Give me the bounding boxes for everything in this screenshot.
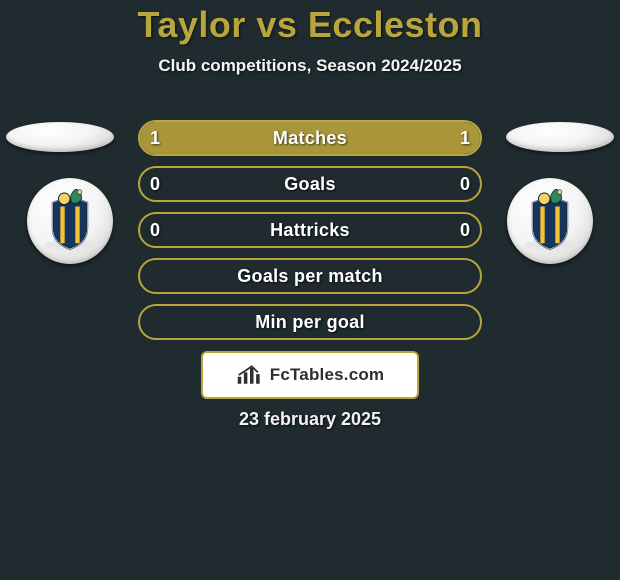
stat-value-left: 1 bbox=[150, 120, 184, 156]
logo-text: FcTables.com bbox=[270, 365, 385, 385]
stat-label: Hattricks bbox=[138, 212, 482, 248]
stat-row: Min per goal bbox=[138, 304, 482, 340]
snapshot-date: 23 february 2025 bbox=[0, 409, 620, 430]
club-crest-left bbox=[27, 178, 113, 264]
stat-label: Goals bbox=[138, 166, 482, 202]
stat-row: Hattricks0 0 bbox=[138, 212, 482, 248]
fctables-logo-link[interactable]: FcTables.com bbox=[201, 351, 419, 399]
stat-row: Goals per match bbox=[138, 258, 482, 294]
page-title: Taylor vs Eccleston bbox=[0, 4, 620, 46]
stat-value-right: 0 bbox=[436, 212, 470, 248]
stat-row: Goals0 0 bbox=[138, 166, 482, 202]
stat-label: Matches bbox=[138, 120, 482, 156]
stat-label: Goals per match bbox=[138, 258, 482, 294]
stat-value-left: 0 bbox=[150, 212, 184, 248]
stat-label: Min per goal bbox=[138, 304, 482, 340]
player-right-avatar-placeholder bbox=[506, 122, 614, 152]
subtitle: Club competitions, Season 2024/2025 bbox=[0, 56, 620, 76]
stat-value-right: 0 bbox=[436, 166, 470, 202]
stat-value-left: 0 bbox=[150, 166, 184, 202]
stat-bars: Matches11Goals00Hattricks00Goals per mat… bbox=[138, 120, 482, 350]
stat-row: Matches1 1 bbox=[138, 120, 482, 156]
bar-chart-icon bbox=[236, 364, 264, 386]
player-left-avatar-placeholder bbox=[6, 122, 114, 152]
comparison-card: Taylor vs Eccleston Club competitions, S… bbox=[0, 0, 620, 580]
club-crest-right bbox=[507, 178, 593, 264]
stat-value-right: 1 bbox=[436, 120, 470, 156]
